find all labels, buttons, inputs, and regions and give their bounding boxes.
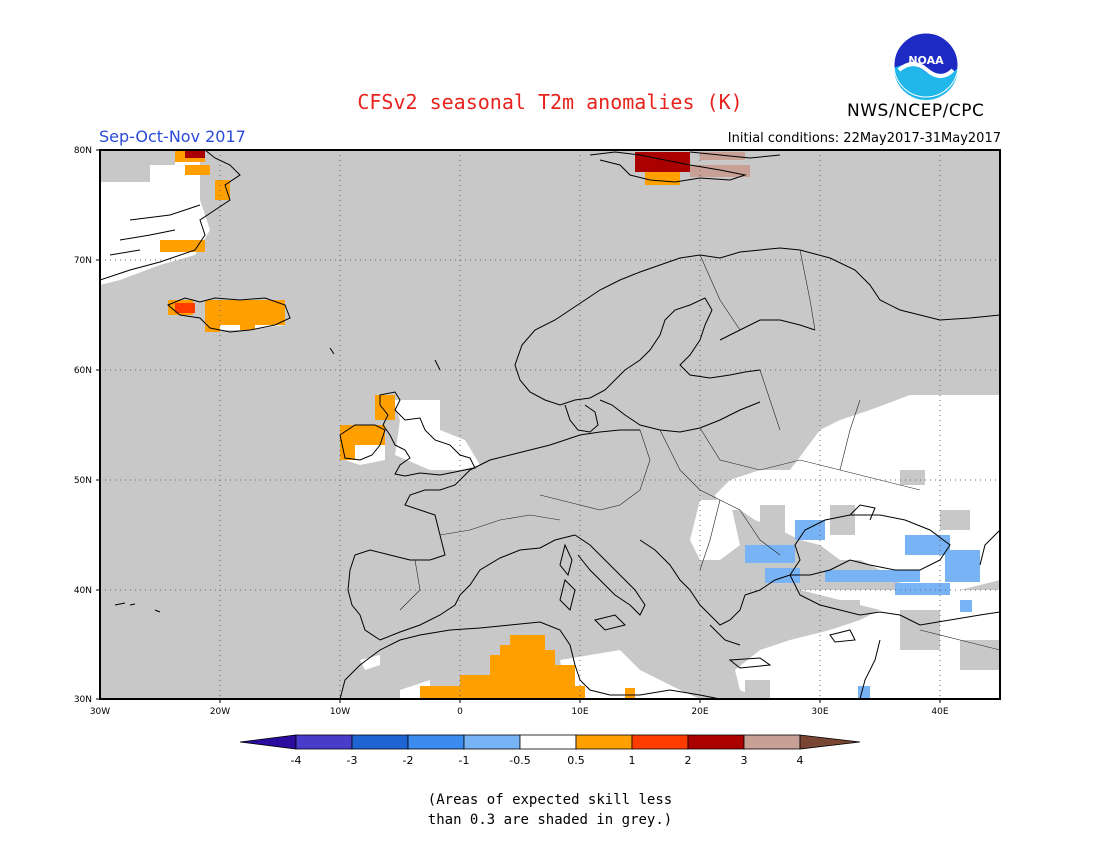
noaa-logo: NOAA	[893, 32, 959, 100]
lat-tick-label: 60N	[74, 366, 92, 376]
colorbar: -4 -3 -2 -1 -0.5 0.5 1 2 3 4	[239, 734, 861, 767]
colorbar-label: 4	[797, 754, 804, 767]
lon-tick-label: 10E	[571, 707, 588, 717]
colorbar-swatch	[575, 734, 633, 750]
lon-tick-label: 20E	[691, 707, 708, 717]
gridlines	[100, 150, 1000, 699]
map-frame	[99, 149, 1001, 700]
season-label: Sep-Oct-Nov 2017	[99, 127, 246, 146]
lat-tick-label: 50N	[74, 476, 92, 486]
footnote-line-2: than 0.3 are shaded in grey.)	[427, 812, 673, 828]
colorbar-swatch-max	[799, 734, 861, 750]
lon-tick-label: 40E	[931, 707, 948, 717]
lon-tick-label: 10W	[330, 707, 350, 717]
colorbar-swatch	[295, 734, 353, 750]
colorbar-label: -0.5	[509, 754, 530, 767]
footnote-line-1: (Areas of expected skill less	[427, 792, 673, 808]
colorbar-swatch	[519, 734, 577, 750]
latitude-ticks: 80N 70N 60N 50N 40N 30N	[74, 146, 100, 705]
lon-tick-label: 30W	[90, 707, 110, 717]
colorbar-swatch	[351, 734, 409, 750]
lat-tick-label: 40N	[74, 586, 92, 596]
longitude-ticks: 30W 20W 10W 0 10E 20E 30E 40E	[90, 699, 949, 717]
colorbar-label: -1	[459, 754, 470, 767]
colorbar-label: 0.5	[567, 754, 585, 767]
colorbar-swatch	[631, 734, 689, 750]
coastlines	[100, 150, 1000, 699]
colorbar-swatch	[743, 734, 801, 750]
lat-tick-label: 30N	[74, 695, 92, 705]
colorbar-label: -2	[403, 754, 414, 767]
colorbar-swatch	[407, 734, 465, 750]
skill-footnote: (Areas of expected skill less than 0.3 a…	[0, 790, 1100, 830]
lat-tick-label: 80N	[74, 146, 92, 156]
lat-tick-label: 70N	[74, 256, 92, 266]
colorbar-swatch	[687, 734, 745, 750]
country-borders	[399, 249, 1000, 651]
colorbar-label: 1	[629, 754, 636, 767]
initial-conditions-label: Initial conditions: 22May2017-31May2017	[727, 131, 1001, 146]
cool-anomaly-areas	[745, 520, 980, 699]
colorbar-label: 3	[741, 754, 748, 767]
anomaly-field	[100, 150, 1000, 699]
lon-tick-label: 20W	[210, 707, 230, 717]
agency-label: NWS/NCEP/CPC	[847, 101, 985, 121]
noaa-logo-text: NOAA	[908, 54, 944, 67]
chart-title: CFSv2 seasonal T2m anomalies (K)	[357, 90, 743, 114]
lon-tick-label: 30E	[811, 707, 828, 717]
colorbar-swatch-min	[239, 734, 297, 750]
colorbar-label: -4	[291, 754, 302, 767]
lon-tick-label: 0	[457, 707, 463, 717]
colorbar-swatch	[463, 734, 521, 750]
colorbar-label: 2	[685, 754, 692, 767]
colorbar-label: -3	[347, 754, 358, 767]
low-skill-patches	[745, 470, 1000, 699]
